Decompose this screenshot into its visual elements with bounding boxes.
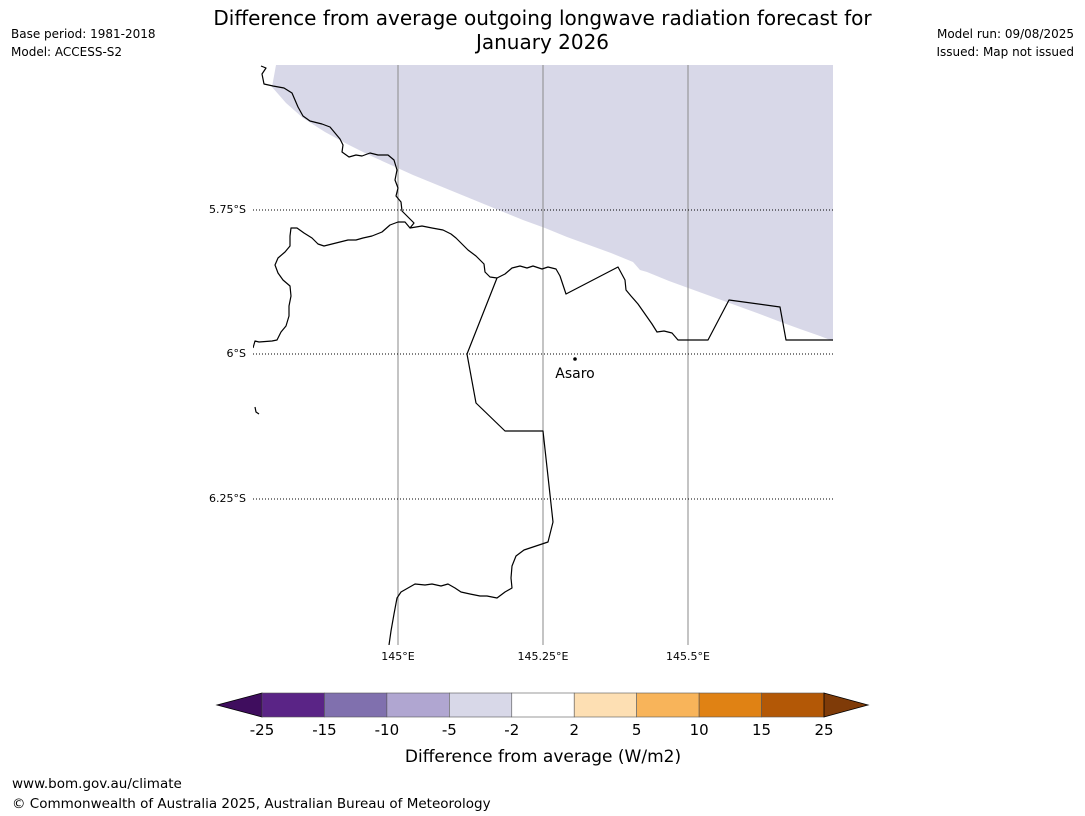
colorbar-tick-label: -25 bbox=[250, 721, 275, 739]
model-text: Model: ACCESS-S2 bbox=[11, 45, 123, 59]
map-area bbox=[253, 65, 833, 645]
footer-url: www.bom.gov.au/climate bbox=[12, 776, 182, 792]
lat-label-5-75s: 5.75°S bbox=[209, 203, 246, 216]
lon-label-145-5e: 145.5°E bbox=[666, 650, 710, 663]
colorbar-segment bbox=[636, 692, 700, 718]
colorbar-tick-label: -5 bbox=[442, 721, 457, 739]
colorbar-tick-label: 15 bbox=[752, 721, 771, 739]
colorbar-segment bbox=[511, 692, 575, 718]
title-line-2: January 2026 bbox=[475, 30, 610, 54]
footer: www.bom.gov.au/climate © Commonwealth of… bbox=[12, 774, 491, 814]
colorbar-tick-label: 25 bbox=[814, 721, 833, 739]
lat-label-6s: 6°S bbox=[227, 347, 246, 360]
colorbar-tick-label: 5 bbox=[632, 721, 642, 739]
meta-right: Model run: 09/08/2025 Issued: Map not is… bbox=[936, 25, 1074, 61]
colorbar-extend-high bbox=[823, 692, 870, 718]
colorbar-segment bbox=[386, 692, 450, 718]
boundary-upper bbox=[253, 65, 415, 349]
boundary-inner bbox=[388, 277, 554, 645]
colorbar-tick-label: -15 bbox=[312, 721, 337, 739]
title-line-1: Difference from average outgoing longwav… bbox=[213, 6, 872, 30]
colorbar-tick-label: -2 bbox=[504, 721, 519, 739]
boundary-fragment bbox=[254, 406, 260, 415]
footer-copyright: © Commonwealth of Australia 2025, Austra… bbox=[12, 796, 491, 812]
meta-left: Base period: 1981-2018 Model: ACCESS-S2 bbox=[11, 25, 156, 61]
lat-label-6-25s: 6.25°S bbox=[209, 492, 246, 505]
issued-text: Issued: Map not issued bbox=[936, 45, 1074, 59]
colorbar-extend-low bbox=[215, 692, 263, 718]
colorbar-segment bbox=[261, 692, 325, 718]
boundary-middle bbox=[409, 225, 833, 341]
map-title: Difference from average outgoing longwav… bbox=[0, 6, 1085, 54]
lon-label-145e: 145°E bbox=[381, 650, 414, 663]
lon-label-145-25e: 145.25°E bbox=[518, 650, 569, 663]
colorbar-segment bbox=[761, 692, 825, 718]
model-run-text: Model run: 09/08/2025 bbox=[936, 27, 1074, 41]
colorbar: -25 -15 -10 -5 -2 2 5 10 15 25 bbox=[215, 692, 870, 739]
colorbar-segment bbox=[573, 692, 637, 718]
boundary-lines bbox=[253, 65, 833, 645]
colorbar-tick-label: 10 bbox=[690, 721, 709, 739]
colorbar-segment bbox=[698, 692, 762, 718]
colorbar-segment bbox=[324, 692, 388, 718]
colorbar-tick-label: -10 bbox=[375, 721, 400, 739]
anomaly-shading bbox=[272, 65, 833, 341]
base-period-text: Base period: 1981-2018 bbox=[11, 27, 156, 41]
colorbar-segment bbox=[449, 692, 513, 718]
colorbar-label: Difference from average (W/m2) bbox=[405, 747, 681, 767]
place-marker-asaro bbox=[573, 357, 577, 361]
place-label-asaro: Asaro bbox=[555, 366, 594, 382]
colorbar-tick-label: 2 bbox=[569, 721, 579, 739]
